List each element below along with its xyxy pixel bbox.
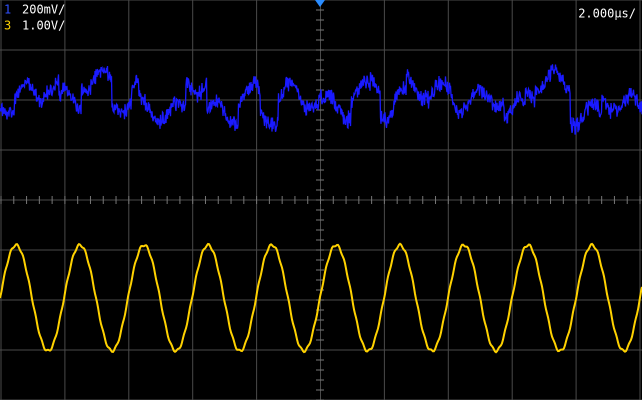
channel-number: 1 — [4, 3, 11, 17]
trigger-marker — [315, 0, 325, 7]
channel-1-trace — [0, 64, 642, 135]
channel-scale: 200mV/ — [22, 3, 65, 17]
channel-scale: 1.00V/ — [22, 19, 65, 33]
timebase: 2.000µs/ — [578, 7, 636, 21]
channel-3-trace — [0, 242, 642, 354]
channel-number: 3 — [4, 19, 11, 33]
